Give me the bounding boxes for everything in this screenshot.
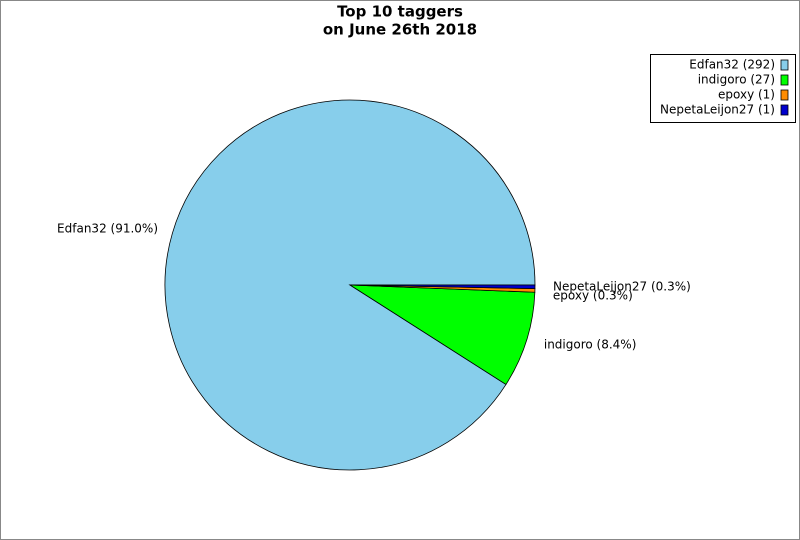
legend-box — [650, 54, 796, 123]
legend-label: Edfan32 (292) — [689, 58, 775, 72]
legend-swatch — [780, 89, 789, 101]
legend-label: epoxy (1) — [718, 88, 775, 102]
slice-label: Edfan32 (91.0%) — [57, 221, 158, 235]
slice-label: NepetaLeijon27 (0.3%) — [553, 279, 691, 293]
pie-slice — [348, 284, 536, 386]
pie-slice — [349, 284, 536, 290]
legend-label: indigoro (27) — [698, 73, 775, 87]
chart-title: Top 10 taggers — [337, 3, 463, 21]
chart-subtitle: on June 26th 2018 — [323, 21, 477, 39]
legend-swatch — [780, 74, 789, 86]
legend-swatch — [780, 59, 789, 71]
legend-label: NepetaLeijon27 (1) — [660, 103, 775, 117]
slice-label: epoxy (0.3%) — [553, 288, 633, 302]
slice-label: indigoro (8.4%) — [544, 337, 637, 351]
legend-swatch — [780, 104, 789, 116]
